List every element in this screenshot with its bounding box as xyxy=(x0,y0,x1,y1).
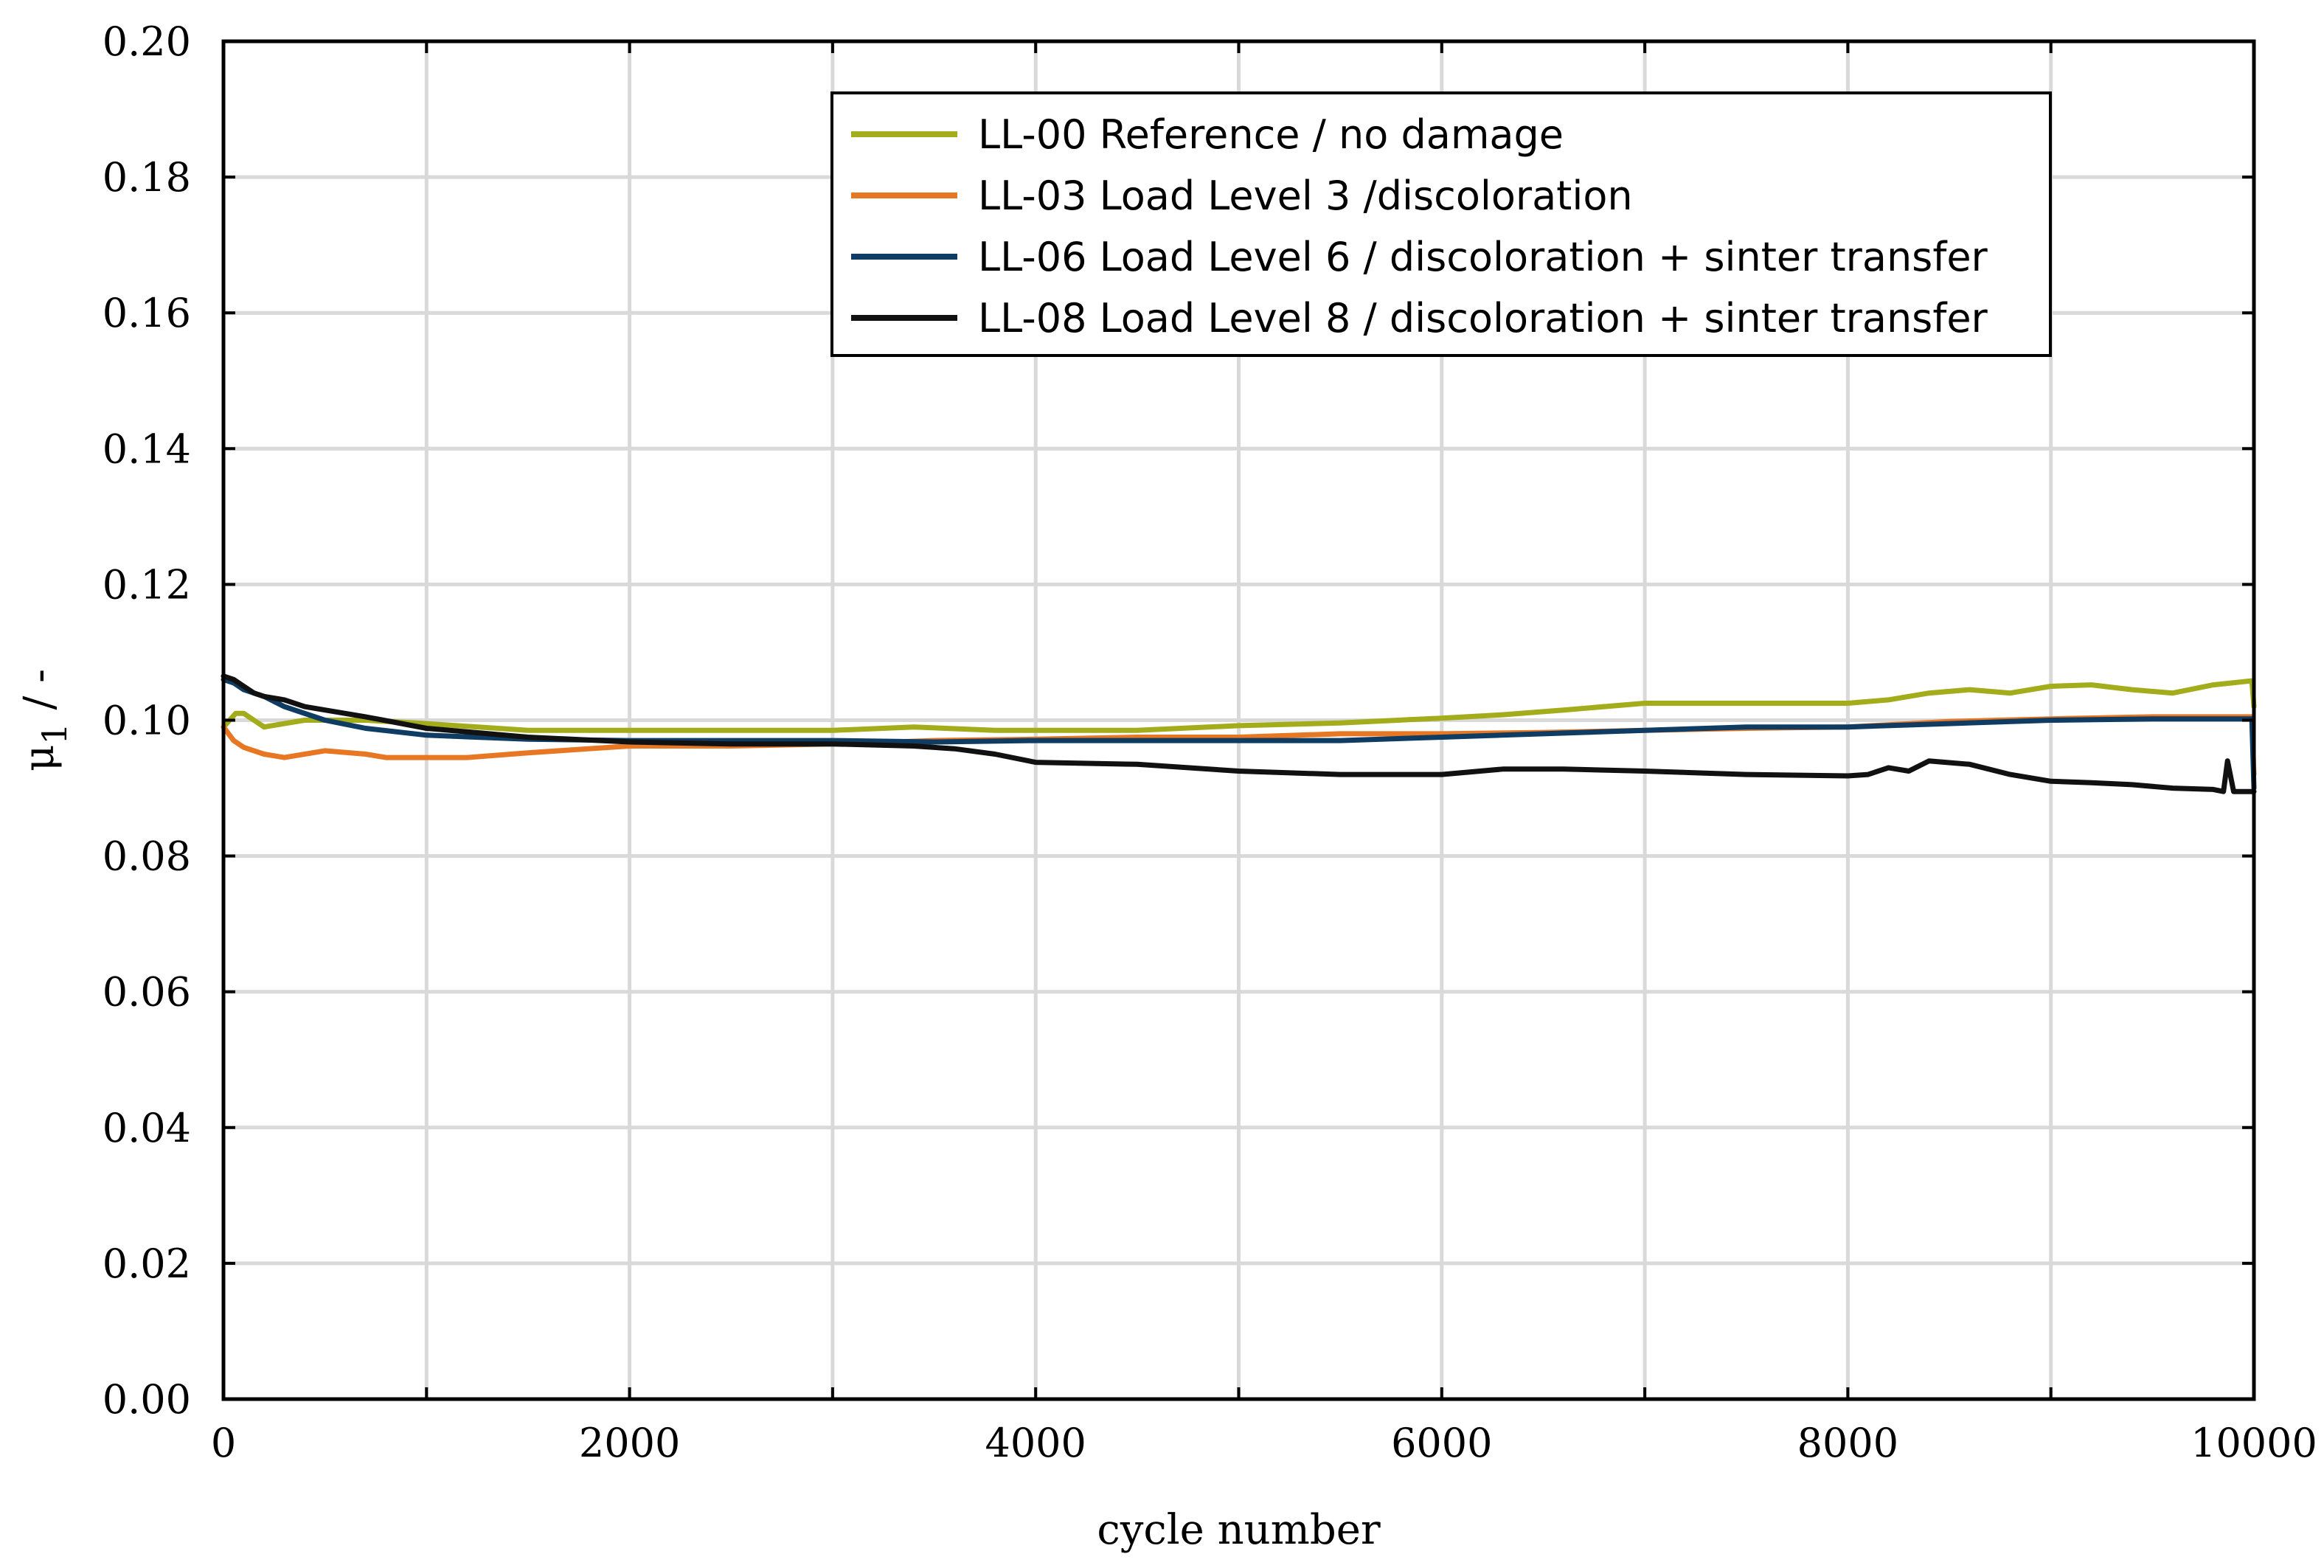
y-axis-title-symbol: μ xyxy=(15,745,63,771)
series-lines xyxy=(221,673,2257,794)
legend-label-2: LL-03 Load Level 3 /discoloration xyxy=(978,173,1633,219)
x-tick-label: 8000 xyxy=(1797,1420,1898,1466)
y-tick-label: 0.06 xyxy=(103,969,191,1016)
axis-ticks xyxy=(222,40,2255,1401)
y-tick-label: 0.00 xyxy=(103,1376,191,1423)
y-tick-label: 0.04 xyxy=(103,1105,191,1151)
y-tick-label: 0.02 xyxy=(103,1241,191,1287)
series-line-4 xyxy=(221,673,2257,794)
x-axis-title: cycle number xyxy=(1097,1506,1380,1554)
legend-label-3: LL-06 Load Level 6 / discoloration + sin… xyxy=(978,234,1988,280)
x-tick-label: 0 xyxy=(211,1420,236,1466)
x-tick-label: 2000 xyxy=(579,1420,680,1466)
y-tick-label: 0.12 xyxy=(103,561,191,608)
series-line-1 xyxy=(221,678,2257,733)
y-tick-label: 0.16 xyxy=(103,290,191,336)
x-tick-label: 10000 xyxy=(2191,1420,2317,1466)
legend-label-4: LL-08 Load Level 8 / discoloration + sin… xyxy=(978,295,1988,341)
y-tick-label: 0.10 xyxy=(103,698,191,744)
legend-label-1: LL-00 Reference / no damage xyxy=(978,111,1564,158)
y-axis-title-subscript: 1 xyxy=(35,723,74,744)
series-line-3 xyxy=(221,676,2257,791)
y-tick-label: 0.20 xyxy=(103,18,191,65)
legend-box xyxy=(830,91,2052,357)
x-tick-label: 6000 xyxy=(1391,1420,1492,1466)
svg-text:μ1 / -: μ1 / - xyxy=(15,669,74,771)
y-tick-label: 0.14 xyxy=(103,426,191,472)
y-axis-title-unit: / - xyxy=(15,669,63,723)
y-axis-title: μ1 / - xyxy=(15,669,74,771)
x-tick-label: 4000 xyxy=(985,1420,1086,1466)
legend: LL-00 Reference / no damage LL-03 Load Le… xyxy=(830,91,2052,357)
tick-labels: 0 2000 4000 6000 8000 10000 0.00 0.02 0.04 0.06 0.… xyxy=(103,18,2317,1466)
y-tick-label: 0.18 xyxy=(103,154,191,201)
y-tick-label: 0.08 xyxy=(103,833,191,880)
